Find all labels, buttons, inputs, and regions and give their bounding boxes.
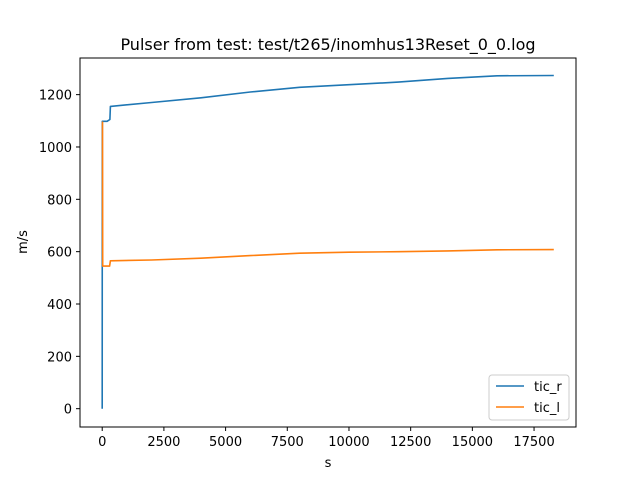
plot-area — [101, 74, 554, 409]
legend: tic_r tic_l — [488, 374, 570, 421]
series-line-tic_l — [101, 121, 554, 267]
legend-label-tic_r: tic_r — [534, 380, 562, 395]
x-axis: 0 2500 5000 7500 10000 12500 15000 17500 — [98, 427, 555, 450]
y-tick-label: 400 — [47, 298, 72, 313]
x-tick-label: 10000 — [328, 435, 369, 450]
y-axis-label: m/s — [16, 230, 31, 254]
legend-label-tic_l: tic_l — [534, 401, 560, 416]
y-axis: 0 200 400 600 800 1000 1200 — [39, 89, 80, 418]
y-tick-label: 1200 — [39, 89, 72, 104]
x-tick-label: 5000 — [209, 435, 242, 450]
y-tick-label: 600 — [47, 246, 72, 261]
y-tick-label: 200 — [47, 350, 72, 365]
y-tick-label: 0 — [64, 403, 72, 418]
x-tick-label: 17500 — [513, 435, 554, 450]
x-tick-label: 12500 — [390, 435, 431, 450]
x-tick-label: 2500 — [147, 435, 180, 450]
x-tick-label: 7500 — [271, 435, 304, 450]
chart-title: Pulser from test: test/t265/inomhus13Res… — [120, 35, 535, 55]
series-line-tic_r — [101, 74, 554, 409]
plot-frame — [79, 57, 577, 428]
x-tick-label: 0 — [98, 435, 106, 450]
x-axis-label: s — [325, 456, 332, 471]
y-tick-label: 1000 — [39, 141, 72, 156]
y-tick-label: 800 — [47, 193, 72, 208]
x-tick-label: 15000 — [452, 435, 493, 450]
